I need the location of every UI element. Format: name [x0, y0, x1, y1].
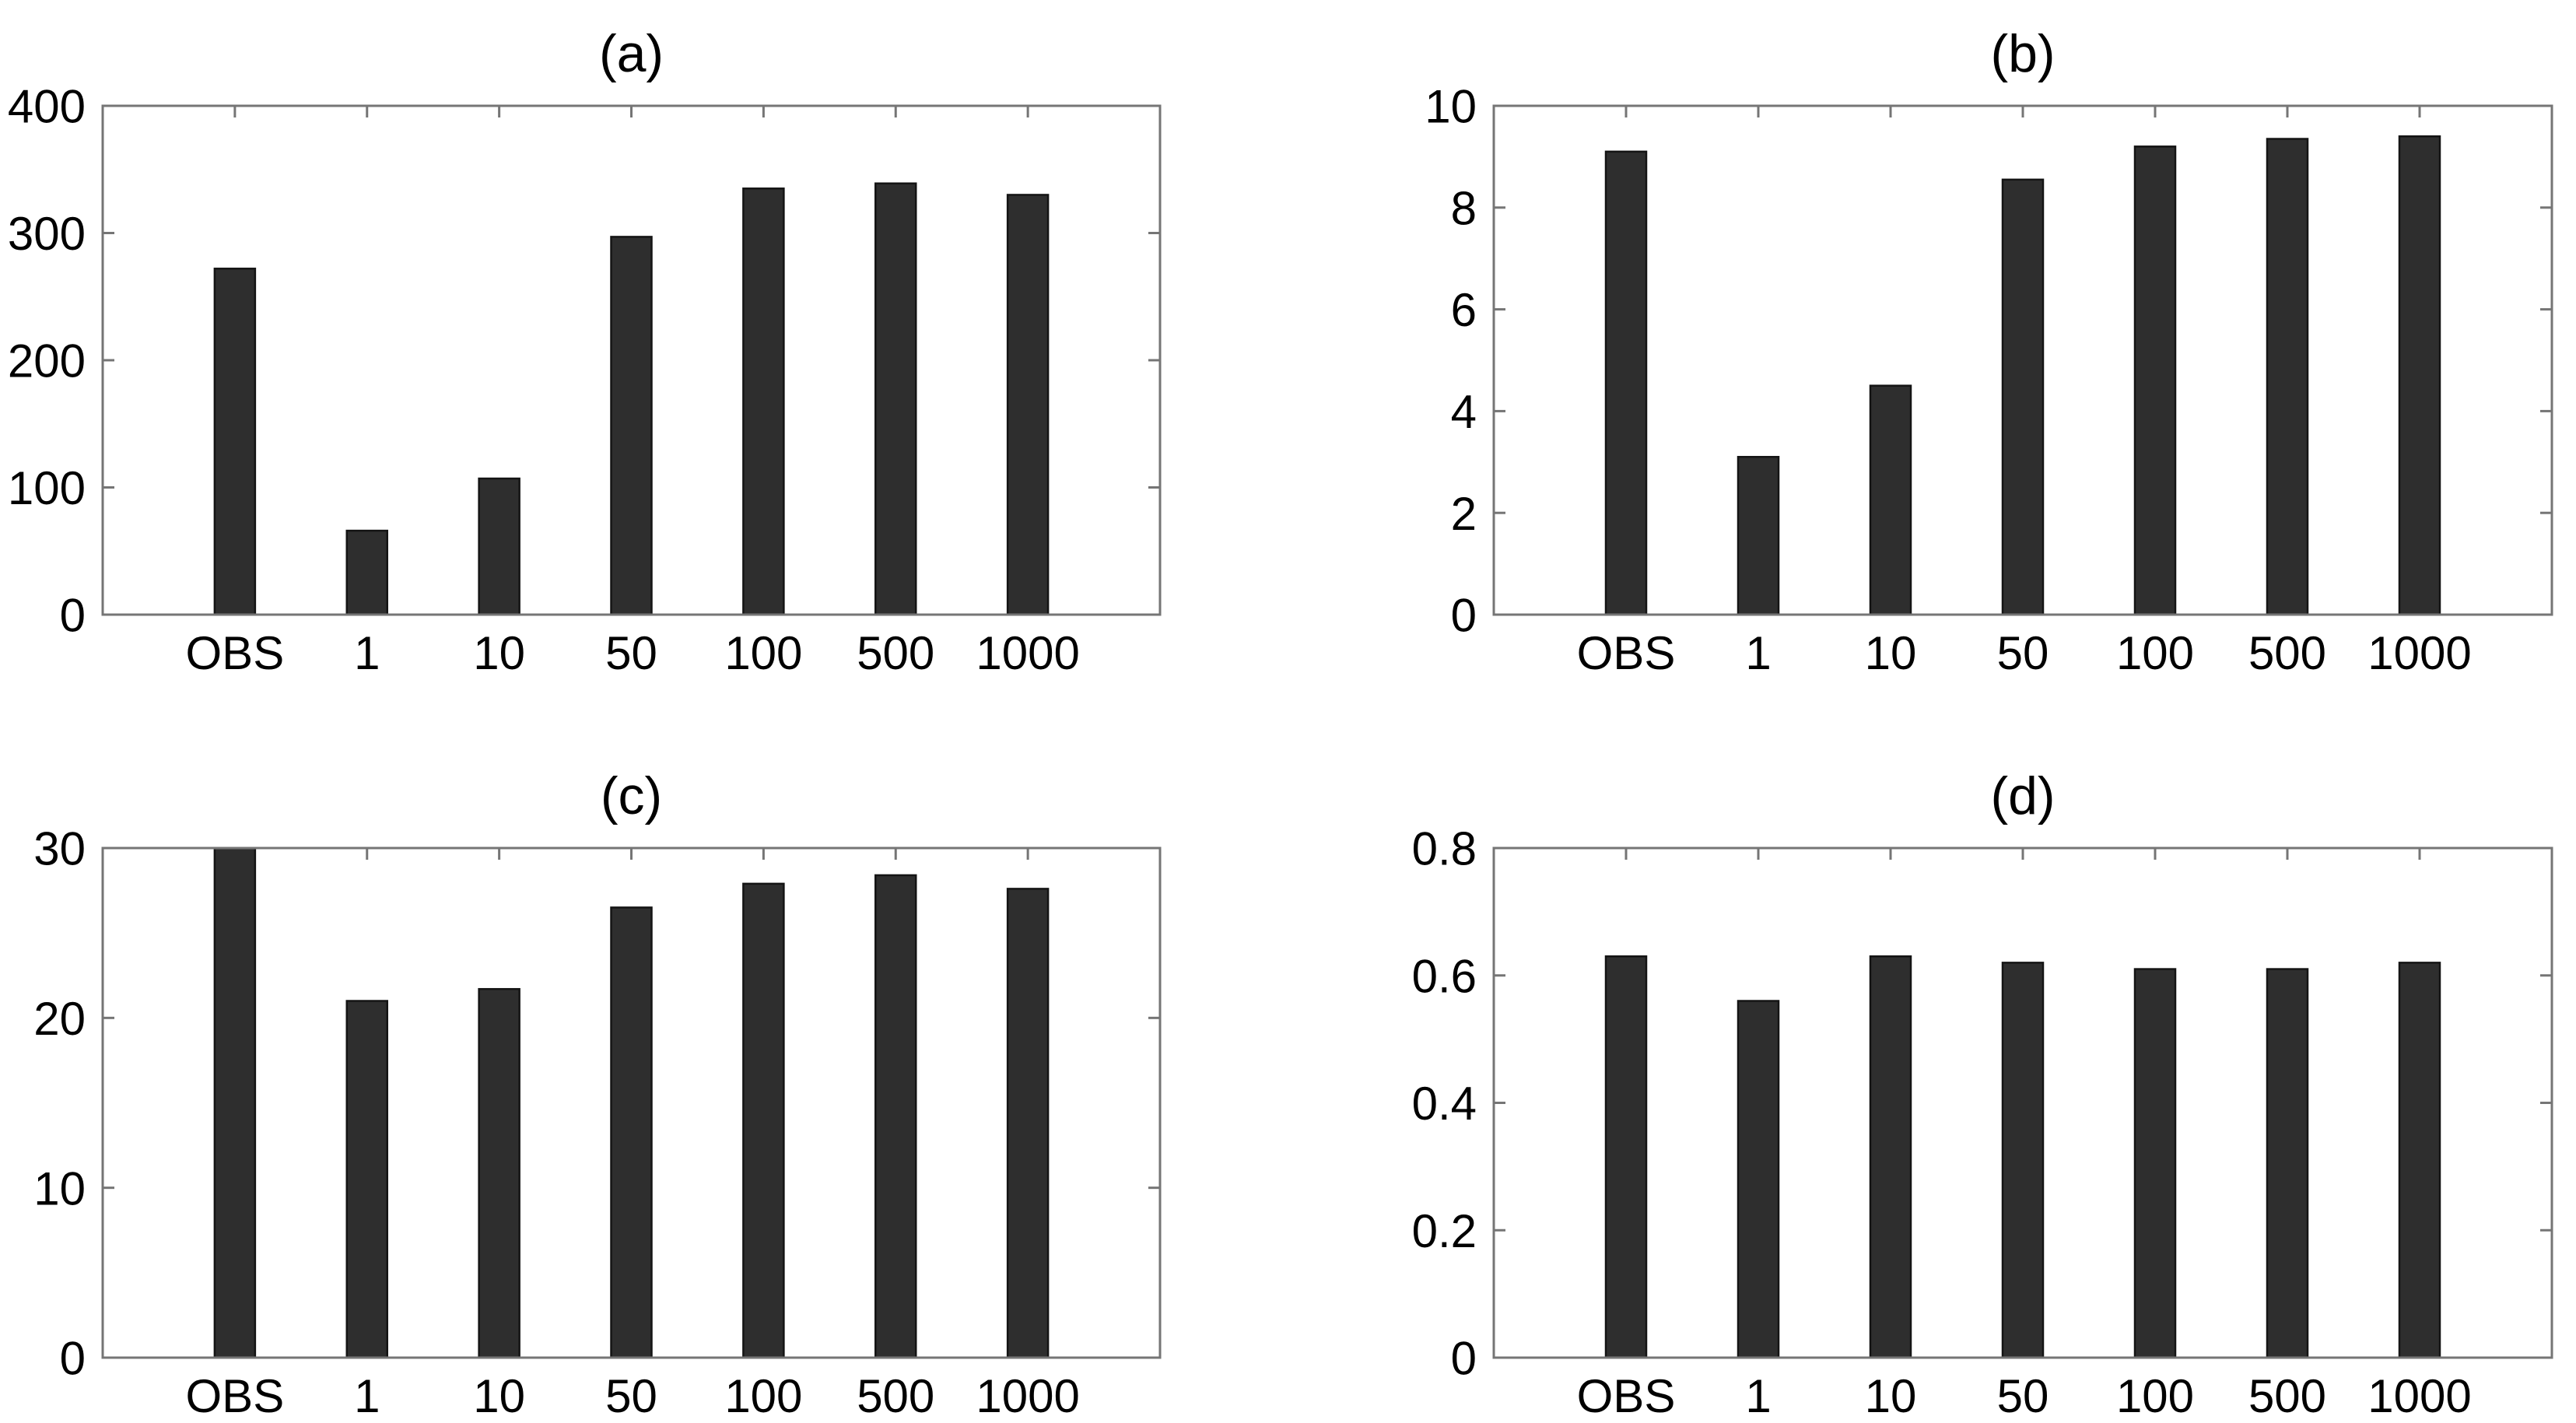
chart-title-a: (a) — [599, 24, 664, 83]
x-tick-label-1000: 1000 — [2367, 1370, 2471, 1422]
chart-title-b: (b) — [1990, 24, 2055, 83]
y-tick-label: 10 — [33, 1162, 86, 1214]
y-tick-label: 0 — [60, 1333, 86, 1385]
y-tick-label: 300 — [8, 208, 86, 260]
x-tick-label-100: 100 — [2116, 1370, 2194, 1422]
y-tick-label: 0.8 — [1412, 823, 1477, 875]
y-tick-label: 2 — [1451, 488, 1477, 540]
y-tick-label: 20 — [33, 993, 86, 1045]
x-tick-label-100: 100 — [724, 1370, 802, 1422]
bar-d-100 — [2133, 968, 2177, 1359]
x-tick-label-50: 50 — [605, 1370, 657, 1422]
y-tick-label: 0 — [1451, 1333, 1477, 1385]
bar-a-100 — [742, 188, 785, 616]
x-tick-label-1: 1 — [1745, 1370, 1771, 1422]
x-tick-label-OBS: OBS — [1577, 627, 1676, 679]
y-tick-label: 0.4 — [1412, 1078, 1477, 1130]
bar-c-1 — [345, 1000, 388, 1359]
bar-a-10 — [478, 477, 520, 616]
x-tick-label-10: 10 — [473, 627, 525, 679]
x-tick-label-1000: 1000 — [2367, 627, 2471, 679]
x-tick-label-1: 1 — [1745, 627, 1771, 679]
bar-d-50 — [2001, 962, 2045, 1359]
bar-d-1 — [1737, 1000, 1780, 1359]
x-tick-label-50: 50 — [1997, 1370, 2049, 1422]
y-tick-label: 30 — [33, 823, 86, 875]
y-tick-label: 0 — [60, 590, 86, 642]
x-tick-label-100: 100 — [724, 627, 802, 679]
bar-b-500 — [2266, 138, 2309, 616]
chart-c: (c) 0 10 20 30 OBS 1 10 50 100 500 1000 — [33, 766, 1162, 1422]
bar-a-50 — [610, 236, 653, 616]
x-tick-label-500: 500 — [2248, 627, 2326, 679]
bar-d-1000 — [2398, 962, 2441, 1359]
bar-c-500 — [874, 874, 917, 1359]
chart-b: (b) 0 2 4 6 8 10 OBS 1 10 50 100 500 1000 — [1425, 24, 2553, 679]
chart-title-c: (c) — [601, 766, 662, 825]
x-tick-label-50: 50 — [1997, 627, 2049, 679]
y-tick-label: 8 — [1451, 182, 1477, 234]
x-tick-label-50: 50 — [605, 627, 657, 679]
x-tick-label-500: 500 — [2248, 1370, 2326, 1422]
y-tick-label: 0.6 — [1412, 950, 1477, 1002]
y-tick-label: 6 — [1451, 284, 1477, 336]
bar-c-50 — [610, 906, 653, 1359]
x-tick-label-10: 10 — [1865, 1370, 1917, 1422]
bar-c-1000 — [1006, 888, 1050, 1359]
bar-c-10 — [478, 987, 520, 1359]
y-tick-label: 100 — [8, 462, 86, 514]
bar-a-500 — [874, 182, 917, 616]
bar-d-OBS — [1604, 955, 1648, 1359]
bar-b-50 — [2001, 178, 2045, 616]
bar-d-500 — [2266, 968, 2309, 1359]
bar-a-1000 — [1006, 194, 1050, 616]
y-tick-label: 4 — [1451, 386, 1477, 438]
plot-box-c — [101, 846, 1162, 1359]
x-tick-label-1: 1 — [354, 627, 380, 679]
chart-d: (d) 0 0.2 0.4 0.6 0.8 OBS 1 10 50 100 500 1000 — [1412, 766, 2553, 1422]
bar-b-1 — [1737, 456, 1780, 616]
y-tick-label: 400 — [8, 81, 86, 133]
bar-b-100 — [2133, 145, 2177, 616]
chart-a: (a) 0 100 200 300 400 OBS 1 10 50 100 500 1000 — [8, 24, 1162, 679]
x-tick-label-1000: 1000 — [976, 1370, 1079, 1422]
x-tick-label-OBS: OBS — [186, 1370, 285, 1422]
plot-box-a — [101, 104, 1162, 616]
y-tick-label: 0.2 — [1412, 1205, 1477, 1257]
x-tick-label-500: 500 — [857, 1370, 934, 1422]
x-tick-label-100: 100 — [2116, 627, 2194, 679]
x-tick-label-10: 10 — [1865, 627, 1917, 679]
chart-title-d: (d) — [1990, 766, 2055, 825]
bar-b-OBS — [1604, 150, 1648, 616]
y-tick-label: 10 — [1425, 81, 1477, 133]
x-tick-label-OBS: OBS — [1577, 1370, 1676, 1422]
x-tick-label-10: 10 — [473, 1370, 525, 1422]
bar-c-100 — [742, 882, 785, 1359]
bar-a-OBS — [213, 268, 257, 616]
x-tick-label-1000: 1000 — [976, 627, 1079, 679]
bar-b-10 — [1869, 384, 1912, 616]
x-tick-label-1: 1 — [354, 1370, 380, 1422]
plot-box-b — [1492, 104, 2553, 616]
bar-b-1000 — [2398, 135, 2441, 616]
y-tick-label: 200 — [8, 335, 86, 387]
y-tick-label: 0 — [1451, 590, 1477, 642]
plot-box-d — [1492, 846, 2553, 1359]
x-tick-label-500: 500 — [857, 627, 934, 679]
bar-a-1 — [345, 529, 388, 616]
x-tick-label-OBS: OBS — [186, 627, 285, 679]
bar-c-OBS — [213, 846, 257, 1359]
bar-d-10 — [1869, 955, 1912, 1359]
